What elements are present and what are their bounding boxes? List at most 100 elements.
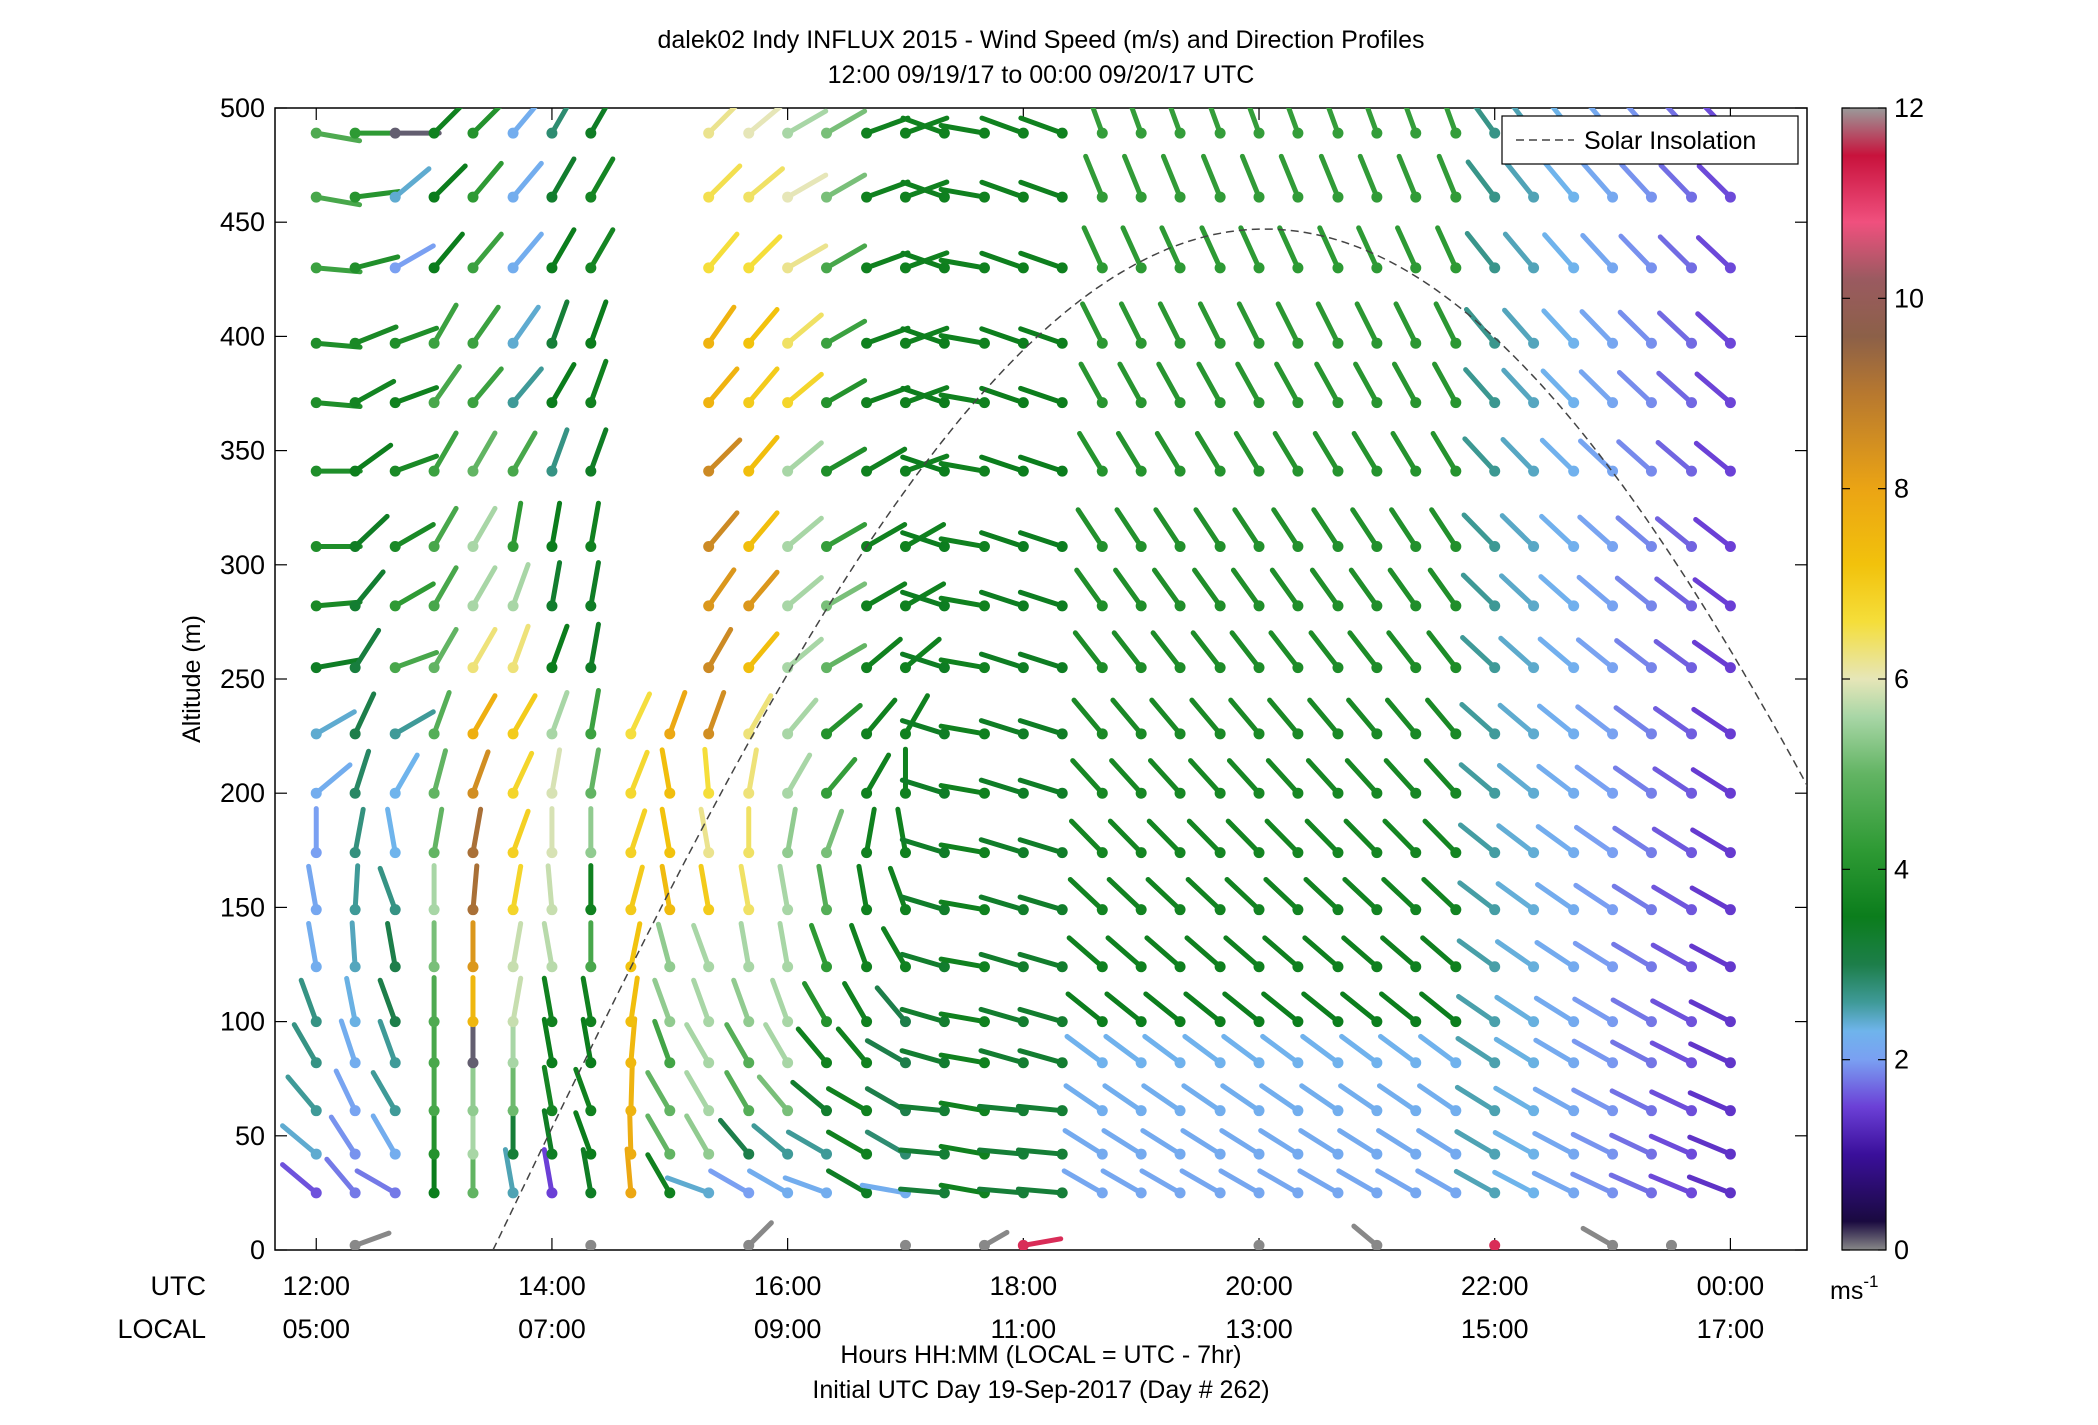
wind-barb-dot <box>1568 262 1580 274</box>
wind-barb <box>310 709 357 740</box>
wind-barb-shaft <box>280 1162 319 1196</box>
wind-barb-shaft <box>731 977 752 1025</box>
wind-barb-dot <box>703 1105 715 1117</box>
wind-barb-shaft <box>1689 885 1733 913</box>
wind-barb-dot <box>938 1016 950 1028</box>
wind-barb-shaft <box>328 1114 358 1157</box>
wind-barb-shaft <box>1575 637 1616 671</box>
wind-barb <box>1376 1083 1422 1117</box>
wind-barb-shaft <box>324 1156 358 1196</box>
wind-barb-dot <box>1410 961 1422 973</box>
wind-barb-dot <box>1410 1016 1422 1028</box>
wind-barb-shaft <box>1393 301 1419 346</box>
wind-barb-dot <box>1528 787 1540 799</box>
wind-barb-shaft <box>1493 1036 1537 1066</box>
wind-barb <box>703 567 737 612</box>
wind-barb-dot <box>349 961 361 973</box>
wind-barb-shaft <box>864 179 911 200</box>
wind-barb <box>938 122 990 139</box>
wind-barb <box>546 689 570 740</box>
wind-barb <box>1570 1171 1619 1199</box>
wind-barb-shaft <box>1080 301 1105 346</box>
wind-barb-shaft <box>1614 638 1654 671</box>
wind-barb-dot <box>1174 847 1186 859</box>
colorbar-tick-label: 6 <box>1894 664 1909 694</box>
wind-barb-dot <box>1332 1057 1344 1069</box>
wind-barb <box>1017 589 1068 612</box>
wind-barb <box>349 920 361 973</box>
wind-barb <box>938 842 990 859</box>
wind-barb <box>1532 1086 1580 1117</box>
wind-barb-shaft <box>938 723 987 737</box>
wind-barb <box>428 626 459 674</box>
wind-barb-shaft <box>1580 232 1616 271</box>
wind-barb-shaft <box>1578 438 1616 474</box>
wind-barb <box>1232 507 1265 553</box>
wind-barb-shaft <box>977 1103 1026 1114</box>
wind-barb-dot <box>1253 904 1265 916</box>
wind-barb-dot <box>821 787 833 799</box>
wind-barb-shaft <box>1395 225 1419 271</box>
wind-barb <box>507 231 544 274</box>
wind-barb-dot <box>1214 787 1226 799</box>
wind-barb-shaft <box>1017 530 1065 550</box>
wind-barb-dot <box>428 961 440 973</box>
wind-barb-shaft <box>588 299 609 346</box>
wind-barb <box>835 1026 873 1069</box>
wind-barb-dot <box>1568 1148 1580 1160</box>
wind-barb <box>1650 942 1698 973</box>
wind-barb-dot <box>585 600 597 612</box>
wind-barb <box>1380 935 1422 973</box>
wind-barb-dot <box>1135 904 1147 916</box>
wind-barb-shaft <box>864 522 908 550</box>
wind-barb-dot <box>1017 662 1029 674</box>
wind-barb <box>1111 630 1147 674</box>
wind-barb-dot <box>1568 465 1580 477</box>
wind-barb <box>821 808 845 859</box>
wind-barb-shaft <box>1336 1168 1380 1196</box>
wind-barb <box>1614 575 1657 612</box>
wind-barb-shaft <box>352 806 366 856</box>
wind-barb <box>1653 638 1698 674</box>
wind-barb-shaft <box>1691 639 1733 671</box>
wind-barb-dot <box>1174 541 1186 553</box>
wind-barb-dot <box>1371 728 1383 740</box>
wind-barb <box>1432 361 1462 409</box>
wind-barb-dot <box>585 662 597 674</box>
wind-barb <box>1535 882 1580 916</box>
wind-barb <box>1197 301 1226 349</box>
wind-barb-dot <box>585 1187 597 1199</box>
wind-barb-dot <box>625 1105 637 1117</box>
wind-barb-shaft <box>1458 762 1498 796</box>
wind-barb-dot <box>1489 337 1501 349</box>
wind-barb-shaft <box>1062 1128 1105 1157</box>
wind-barb-dot <box>1135 1057 1147 1069</box>
wind-barb-dot <box>1371 904 1383 916</box>
wind-barb <box>1492 1169 1540 1199</box>
wind-barb-shaft <box>549 227 577 271</box>
wind-barb-dot <box>349 847 361 859</box>
wind-barb-dot <box>585 1105 597 1117</box>
wind-barb-shaft <box>344 975 358 1025</box>
wind-barb-dot <box>349 397 361 409</box>
wind-barb <box>1267 697 1304 740</box>
ground-barb-shaft <box>1020 1236 1064 1248</box>
wind-barb <box>1090 108 1108 139</box>
wind-barb-dot <box>1568 904 1580 916</box>
wind-barb-shaft <box>978 894 1026 913</box>
wind-barb-dot <box>861 397 873 409</box>
x-tick-label-local: 07:00 <box>518 1314 586 1344</box>
wind-barb <box>1456 938 1501 973</box>
wind-barb-dot <box>467 1187 479 1199</box>
wind-barb-dot <box>1568 397 1580 409</box>
wind-barb-dot <box>978 465 990 477</box>
wind-barb-shaft <box>1303 876 1341 913</box>
wind-barb <box>1261 991 1304 1028</box>
wind-barb <box>1655 440 1698 477</box>
wind-barb-shaft <box>1417 1083 1459 1114</box>
wind-barb-dot <box>703 1057 715 1069</box>
wind-barb-shaft <box>1219 1128 1262 1157</box>
wind-barb <box>1107 818 1147 859</box>
wind-barb <box>795 1026 833 1069</box>
wind-barb-dot <box>428 262 440 274</box>
